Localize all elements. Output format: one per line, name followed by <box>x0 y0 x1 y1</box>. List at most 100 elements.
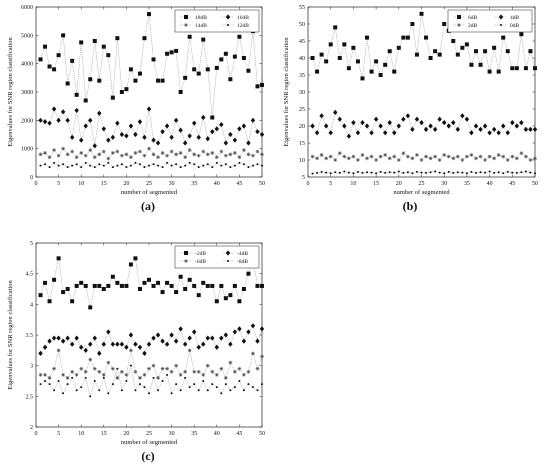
data-point <box>223 140 229 146</box>
data-point <box>451 120 456 126</box>
data-point <box>392 154 397 159</box>
data-point <box>364 123 370 129</box>
data-point <box>133 131 138 138</box>
data-point <box>116 164 119 167</box>
x-tick-label: 5 <box>57 181 60 187</box>
data-point <box>192 120 197 126</box>
data-point <box>115 376 120 380</box>
data-point <box>106 283 111 288</box>
data-point <box>442 120 447 126</box>
data-point <box>43 151 47 155</box>
data-point <box>414 52 419 57</box>
legend-entry: 0dB <box>510 23 520 29</box>
data-point <box>125 380 128 382</box>
data-point <box>433 154 438 159</box>
data-point <box>401 116 406 122</box>
data-point <box>137 119 143 125</box>
data-point <box>175 163 178 166</box>
data-point <box>220 164 223 167</box>
y-axis-label: Eigenvalues for SNR region classificatio… <box>7 37 14 147</box>
data-point <box>56 348 61 353</box>
data-point <box>201 372 206 377</box>
data-point <box>229 166 232 169</box>
data-point <box>80 166 83 169</box>
y-tick-label: 4000 <box>21 62 33 68</box>
data-point <box>74 335 79 341</box>
data-point <box>61 146 66 151</box>
data-point <box>47 376 52 380</box>
data-point <box>373 116 379 122</box>
data-point <box>324 59 329 64</box>
data-point <box>524 154 528 159</box>
x-tick-label: 30 <box>169 431 175 437</box>
data-point <box>210 283 215 288</box>
data-point <box>382 130 388 136</box>
data-point <box>328 130 333 136</box>
data-point <box>133 151 138 155</box>
data-point <box>142 153 147 158</box>
x-tick-label: 30 <box>441 181 447 187</box>
data-point <box>334 171 337 174</box>
data-point <box>238 161 241 164</box>
data-point <box>48 166 51 169</box>
data-point <box>196 293 201 298</box>
data-point <box>393 171 396 174</box>
data-point <box>232 137 238 143</box>
data-point <box>83 123 88 129</box>
data-point <box>102 164 105 167</box>
data-point <box>464 42 469 47</box>
data-point <box>38 372 43 377</box>
data-point <box>246 271 251 276</box>
data-point <box>147 366 151 371</box>
data-point <box>62 163 65 166</box>
data-point <box>529 171 532 174</box>
data-point <box>66 383 69 386</box>
data-point <box>66 166 69 169</box>
data-point <box>170 164 173 167</box>
data-point <box>259 131 265 138</box>
y-tick-label: 30 <box>299 90 305 96</box>
data-point <box>107 392 110 395</box>
data-point <box>505 158 510 162</box>
data-point <box>143 386 146 389</box>
data-point <box>179 166 182 169</box>
data-point <box>219 366 224 371</box>
data-point <box>110 366 115 371</box>
series--8dB <box>39 364 263 398</box>
data-point <box>115 280 120 285</box>
x-tick-label: 20 <box>123 181 129 187</box>
data-point <box>188 386 191 389</box>
data-point <box>316 171 319 174</box>
data-point <box>419 120 424 126</box>
series-18dB <box>38 12 264 120</box>
data-point <box>152 163 155 166</box>
data-point <box>65 152 70 157</box>
data-point <box>152 376 155 379</box>
data-point <box>92 143 97 149</box>
data-point <box>415 153 419 157</box>
data-point <box>405 113 411 119</box>
data-point <box>220 392 223 395</box>
x-tick-label: 5 <box>57 431 60 437</box>
data-point <box>133 369 138 374</box>
legend-marker <box>457 23 461 27</box>
data-point <box>128 123 134 129</box>
x-tick-label: 30 <box>169 181 175 187</box>
data-point <box>65 287 70 291</box>
data-point <box>156 78 161 83</box>
data-point <box>528 158 533 162</box>
data-point <box>97 369 102 374</box>
data-point <box>201 280 206 285</box>
data-point <box>478 126 483 132</box>
data-point <box>192 369 197 374</box>
data-point <box>70 58 75 63</box>
data-point <box>110 134 116 140</box>
legend-marker <box>225 250 231 256</box>
data-point <box>311 172 314 175</box>
series-6dB <box>310 11 537 81</box>
data-point <box>250 117 256 123</box>
data-point <box>102 376 105 379</box>
data-point <box>223 296 228 301</box>
data-point <box>437 116 442 122</box>
data-point <box>492 45 497 50</box>
